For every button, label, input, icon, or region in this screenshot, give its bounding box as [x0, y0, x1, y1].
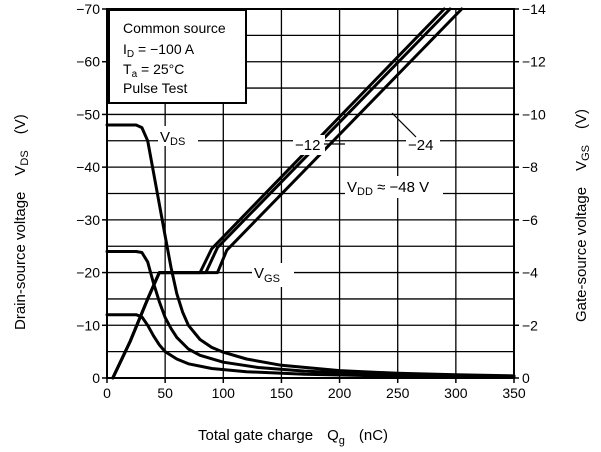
legend-ta: Ta = 25°C	[123, 61, 184, 80]
series-line-2	[105, 313, 516, 379]
series-line-5	[111, 7, 464, 380]
y-right-axis-title: Gate-source voltageVGS(V)	[573, 109, 592, 322]
x-tick-label: 150	[270, 385, 294, 401]
tick-labels: 0 50 100 150 200 250 300 3500−10−20−30−40−50−60…	[76, 1, 546, 401]
legend-title: Common source	[123, 20, 226, 36]
series-line-0	[105, 123, 516, 378]
vgs-annotation: VGS	[254, 265, 280, 285]
x-tick-label: 300	[444, 385, 468, 401]
m24-annotation: −24	[408, 137, 433, 154]
y-right-tick-label: −2	[522, 317, 538, 333]
y-left-tick-label: −50	[76, 106, 100, 122]
m24-label-bg	[406, 135, 440, 155]
x-tick-label: 0	[103, 385, 111, 401]
m12-label-bg	[293, 135, 325, 155]
m24-leader	[391, 112, 417, 138]
legend-id: ID = −100 A	[123, 41, 195, 60]
x-tick-label: 100	[212, 385, 236, 401]
y-right-tick-label: −6	[522, 212, 538, 228]
x-axis-title: Total gate charge Qg (nC)	[198, 427, 388, 447]
plot-frame	[106, 8, 515, 379]
y-right-tick-label: 0	[522, 370, 530, 386]
y-left-tick-label: −70	[76, 1, 100, 17]
series-line-1	[105, 250, 516, 378]
y-left-axis-title: Drain-source voltageVDS(V)	[12, 114, 31, 330]
y-right-tick-label: −8	[522, 159, 538, 175]
y-left-tick-label: −60	[76, 54, 100, 70]
x-tick-label: 200	[328, 385, 352, 401]
vds-label-bg	[158, 126, 198, 146]
vgs-label-bg	[252, 263, 294, 287]
legend-box	[108, 9, 247, 104]
legend-pulse: Pulse Test	[123, 80, 187, 96]
plot-border	[106, 8, 515, 379]
y-left-tick-label: −30	[76, 212, 100, 228]
y-left-tick-label: 0	[92, 370, 100, 386]
vdd-annotation: VDD ≈ −48 V	[347, 179, 429, 198]
legend: Common source ID = −100 A Ta = 25°C Puls…	[108, 9, 247, 104]
y-left-tick-label: −20	[76, 265, 100, 281]
x-tick-label: 350	[502, 385, 526, 401]
y-right-tick-label: −14	[522, 1, 546, 17]
y-right-tick-label: −12	[522, 54, 546, 70]
x-tick-label: 250	[386, 385, 410, 401]
x-tick-label: 50	[157, 385, 173, 401]
vds-annotation: VDS	[160, 129, 185, 148]
vdd-label-bg	[345, 176, 443, 198]
y-left-tick-label: −40	[76, 159, 100, 175]
y-left-tick-label: −10	[76, 317, 100, 333]
m12-annotation: −12	[295, 137, 320, 154]
y-right-tick-label: −10	[522, 106, 546, 122]
y-right-tick-label: −4	[522, 265, 538, 281]
annotations: VDS VGS VDD ≈ −48 V −12 −24	[158, 112, 443, 287]
series-group	[105, 7, 516, 380]
